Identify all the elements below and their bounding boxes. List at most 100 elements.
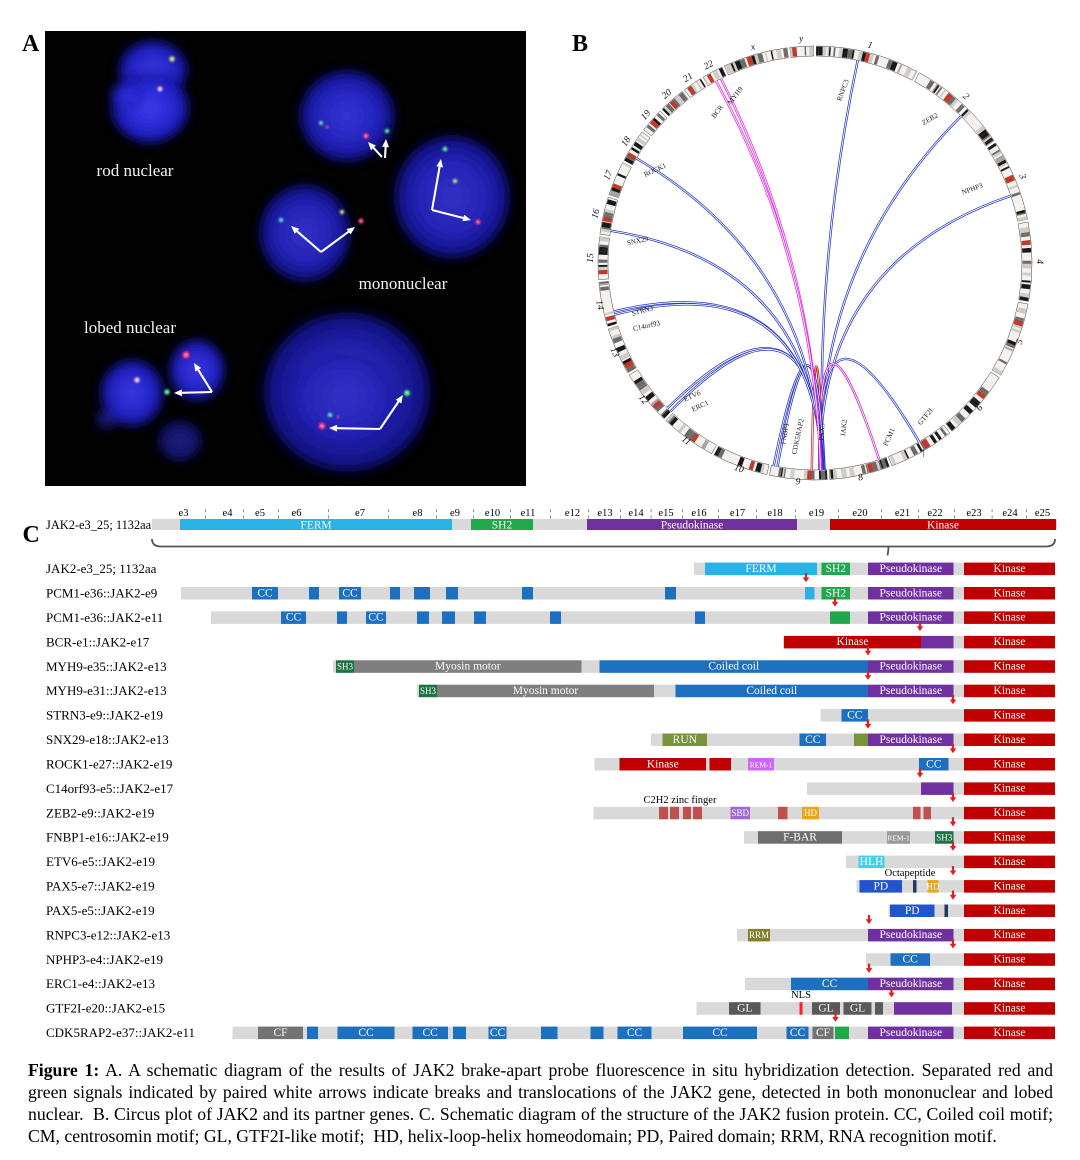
svg-text:Kinase: Kinase xyxy=(994,612,1026,624)
svg-text:SBD: SBD xyxy=(731,808,749,818)
svg-text:Kinase: Kinase xyxy=(927,519,959,531)
svg-text:Kinase: Kinase xyxy=(994,929,1026,941)
svg-text:¦: ¦ xyxy=(588,508,590,519)
svg-text:14: 14 xyxy=(593,300,605,311)
svg-text:Pseudokinase: Pseudokinase xyxy=(879,1027,942,1039)
svg-text:e24: e24 xyxy=(1002,508,1018,519)
svg-text:PCM1-e36::JAK2-e11: PCM1-e36::JAK2-e11 xyxy=(46,610,163,625)
svg-text:Kinase: Kinase xyxy=(647,758,679,770)
svg-text:¦: ¦ xyxy=(204,508,206,519)
svg-text:C2H2 zinc finger: C2H2 zinc finger xyxy=(644,795,717,806)
svg-text:¦: ¦ xyxy=(918,508,920,519)
svg-text:HD: HD xyxy=(927,881,940,891)
svg-text:¦: ¦ xyxy=(795,508,797,519)
svg-text:5: 5 xyxy=(1015,338,1026,346)
svg-text:e7: e7 xyxy=(355,508,365,519)
svg-text:Kinase: Kinase xyxy=(994,905,1026,917)
svg-text:PAX5-e5::JAK2-e19: PAX5-e5::JAK2-e19 xyxy=(46,903,155,918)
svg-text:Kinase: Kinase xyxy=(994,563,1026,575)
svg-text:ERC1: ERC1 xyxy=(690,399,710,414)
svg-text:7: 7 xyxy=(919,448,929,460)
svg-text:Kinase: Kinase xyxy=(994,954,1026,966)
svg-text:CC: CC xyxy=(790,1027,806,1039)
svg-text:CC: CC xyxy=(627,1027,643,1039)
svg-text:21: 21 xyxy=(682,71,695,85)
svg-text:¦: ¦ xyxy=(435,508,437,519)
svg-text:CF: CF xyxy=(273,1027,287,1039)
svg-text:NPHP3-e4::JAK2-e19: NPHP3-e4::JAK2-e19 xyxy=(46,952,163,967)
svg-text:Myosin motor: Myosin motor xyxy=(513,685,579,697)
svg-text:Pseudokinase: Pseudokinase xyxy=(879,563,942,575)
svg-text:Pseudokinase: Pseudokinase xyxy=(879,685,942,697)
svg-text:e18: e18 xyxy=(767,508,782,519)
svg-text:e22: e22 xyxy=(927,508,942,519)
svg-text:e15: e15 xyxy=(658,508,673,519)
svg-text:Pseudokinase: Pseudokinase xyxy=(879,929,942,941)
svg-text:JAK2: JAK2 xyxy=(839,419,848,437)
svg-text:RNPC3: RNPC3 xyxy=(836,78,851,102)
svg-text:22: 22 xyxy=(702,59,715,72)
svg-text:CC: CC xyxy=(903,954,919,966)
svg-text:ERC1-e4::JAK2-e13: ERC1-e4::JAK2-e13 xyxy=(46,976,155,991)
svg-text:GL: GL xyxy=(737,1003,752,1015)
svg-text:MYH9-e35::JAK2-e13: MYH9-e35::JAK2-e13 xyxy=(46,659,167,674)
svg-text:SH2: SH2 xyxy=(826,563,847,575)
svg-text:¦: ¦ xyxy=(991,508,993,519)
svg-text:RUN: RUN xyxy=(673,734,698,746)
svg-text:e13: e13 xyxy=(597,508,612,519)
svg-text:e8: e8 xyxy=(413,508,423,519)
svg-text:FERM: FERM xyxy=(745,563,776,575)
svg-text:GTF2I-e20::JAK2-e15: GTF2I-e20::JAK2-e15 xyxy=(46,1001,165,1016)
svg-text:Pseudokinase: Pseudokinase xyxy=(879,587,942,599)
svg-text:REM-1: REM-1 xyxy=(887,834,910,843)
svg-text:10: 10 xyxy=(733,463,746,476)
svg-text:CC: CC xyxy=(358,1027,374,1039)
svg-text:ZEB2: ZEB2 xyxy=(921,111,940,127)
svg-text:CDK5RAP2-e37::JAK2-e11: CDK5RAP2-e37::JAK2-e11 xyxy=(46,1025,195,1040)
svg-text:Pseudokinase: Pseudokinase xyxy=(879,978,942,990)
svg-text:Kinase: Kinase xyxy=(994,758,1026,770)
svg-text:e21: e21 xyxy=(895,508,910,519)
svg-text:e9: e9 xyxy=(450,508,460,519)
svg-text:e20: e20 xyxy=(852,508,867,519)
svg-text:Kinase: Kinase xyxy=(994,685,1026,697)
svg-text:SH3: SH3 xyxy=(936,833,953,843)
svg-text:SNX29-e18::JAK2-e13: SNX29-e18::JAK2-e13 xyxy=(46,732,169,747)
svg-text:JAK2-e3_25; 1132aa: JAK2-e3_25; 1132aa xyxy=(46,518,152,532)
svg-text:Kinase: Kinase xyxy=(994,734,1026,746)
svg-text:CC: CC xyxy=(805,734,821,746)
svg-text:C14orf93-e5::JAK2-e17: C14orf93-e5::JAK2-e17 xyxy=(46,781,174,796)
svg-text:BCR-e1::JAK2-e17: BCR-e1::JAK2-e17 xyxy=(46,634,150,649)
svg-text:FNBP1-e16::JAK2-e19: FNBP1-e16::JAK2-e19 xyxy=(46,830,169,845)
svg-text:lobed nuclear: lobed nuclear xyxy=(84,318,176,337)
svg-text:¦: ¦ xyxy=(1025,508,1027,519)
svg-text:FERM: FERM xyxy=(300,519,331,531)
svg-text:e12: e12 xyxy=(565,508,580,519)
svg-text:ROCK1-e27::JAK2-e19: ROCK1-e27::JAK2-e19 xyxy=(46,757,172,772)
svg-text:e11: e11 xyxy=(521,508,536,519)
svg-text:Kinase: Kinase xyxy=(994,636,1026,648)
svg-text:SH3: SH3 xyxy=(420,686,437,696)
svg-text:e5: e5 xyxy=(255,508,265,519)
svg-text:PAX5: PAX5 xyxy=(818,423,827,441)
svg-text:PCM1: PCM1 xyxy=(882,427,897,448)
svg-text:Kinase: Kinase xyxy=(994,587,1026,599)
svg-text:Kinase: Kinase xyxy=(994,661,1026,673)
svg-text:CC: CC xyxy=(257,587,273,599)
svg-text:e4: e4 xyxy=(223,508,234,519)
svg-text:¦: ¦ xyxy=(755,508,757,519)
svg-text:mononuclear: mononuclear xyxy=(359,274,448,293)
svg-text:GL: GL xyxy=(850,1003,865,1015)
svg-text:e3: e3 xyxy=(179,508,189,519)
svg-text:¦: ¦ xyxy=(509,508,511,519)
svg-text:2: 2 xyxy=(960,92,970,103)
svg-text:CC: CC xyxy=(847,709,863,721)
svg-text:¦: ¦ xyxy=(473,508,475,519)
svg-text:ETV6-e5::JAK2-e19: ETV6-e5::JAK2-e19 xyxy=(46,854,155,869)
svg-text:PAX5-e7::JAK2-e19: PAX5-e7::JAK2-e19 xyxy=(46,879,155,894)
svg-text:CC: CC xyxy=(286,612,302,624)
svg-text:8: 8 xyxy=(857,473,864,484)
svg-text:¦: ¦ xyxy=(681,508,683,519)
svg-text:ZEB2-e9::JAK2-e19: ZEB2-e9::JAK2-e19 xyxy=(46,805,154,820)
svg-text:RRM: RRM xyxy=(749,930,769,940)
